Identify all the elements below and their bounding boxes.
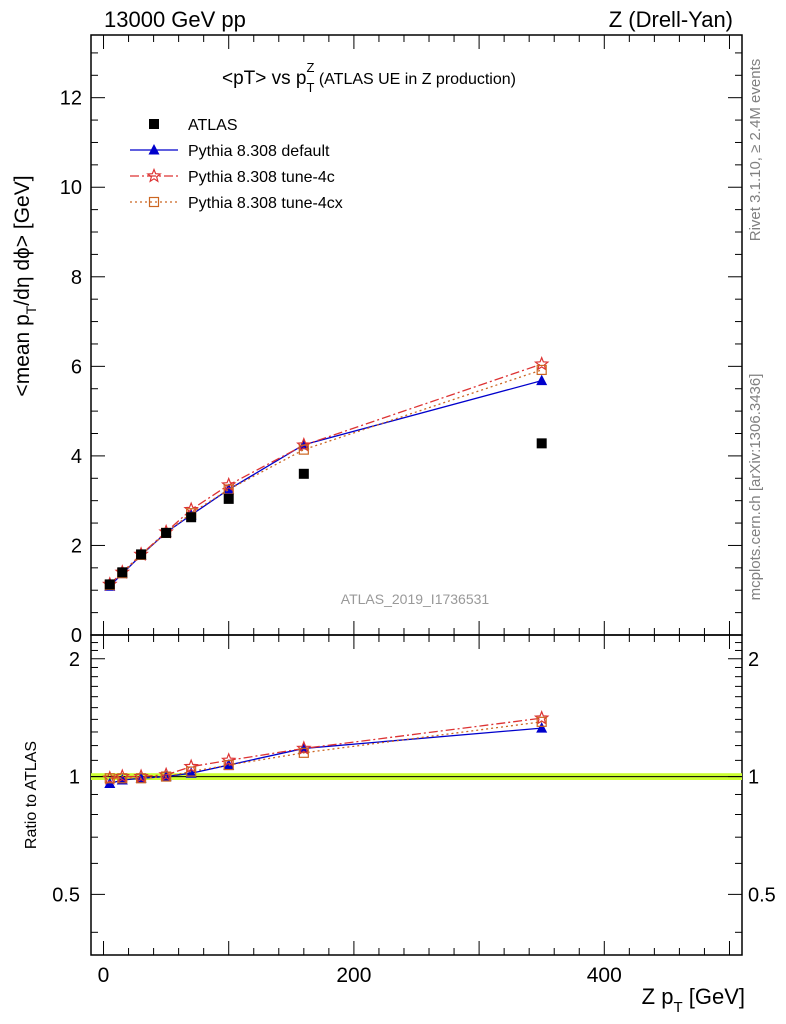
ratio-tick-label-right: 0.5: [748, 884, 776, 906]
plot-title-sup: Z: [306, 60, 314, 75]
y-tick-label: 0: [71, 625, 82, 647]
rivet-label: Rivet 3.1.10, ≥ 2.4M events: [747, 59, 764, 242]
ratio-plot-data: [102, 710, 550, 789]
legend-label-atlas: ATLAS: [188, 117, 238, 134]
plot-title-main: <pT> vs p: [222, 68, 307, 89]
point-atlas: [186, 512, 197, 523]
ratio-plot-frame: [90, 634, 743, 956]
ratio-line-tune4c: [109, 717, 542, 779]
ratio-point-default: [135, 772, 147, 783]
ratio-point-default: [185, 767, 197, 778]
ratio-y-axis-label: Ratio to ATLAS: [23, 741, 40, 849]
ratio-point-tune4cx: [117, 773, 128, 784]
y-tick-label: 4: [71, 446, 82, 468]
ratio-tick-label-left: 2: [69, 649, 80, 671]
y-axis-label-tail: /dη dϕ> [GeV]: [11, 175, 34, 305]
y-tick-label: 10: [60, 177, 82, 199]
point-tune4cx: [298, 444, 309, 455]
ratio-point-tune4cx: [161, 771, 172, 782]
x-tick-label: 400: [587, 964, 622, 987]
ratio-tick-label-right: 1: [748, 767, 759, 789]
x-axis-label-main: Z p: [642, 984, 674, 1009]
legend-marker-tune4c: [146, 167, 162, 183]
ratio-point-default: [223, 759, 235, 770]
mcplots-label: mcplots.cern.ch [arXiv:1306.3436]: [747, 374, 764, 601]
legend-marker-tune4cx: [148, 196, 160, 208]
point-atlas: [136, 549, 147, 560]
ratio-point-default: [536, 722, 548, 733]
point-default: [536, 374, 548, 386]
plot-title: <pT> vs pTZ (ATLAS UE in Z production): [222, 60, 516, 95]
legend: ATLAS Pythia 8.308 default Pythia 8.308 tu…: [130, 117, 343, 212]
point-tune4c: [533, 355, 550, 371]
series-line-tune4c: [109, 363, 542, 585]
ratio-point-tune4c: [220, 752, 237, 767]
legend-marker-default: [148, 144, 160, 155]
header-right: Z (Drell-Yan): [609, 7, 733, 32]
header-left: 13000 GeV pp: [104, 7, 246, 32]
x-tick-label: 0: [98, 964, 110, 987]
y-tick-label: 2: [71, 535, 82, 557]
ratio-line-tune4cx: [109, 721, 542, 779]
point-tune4c: [296, 436, 312, 452]
point-default: [223, 483, 235, 494]
ratio-point-tune4c: [296, 740, 312, 756]
point-atlas: [536, 438, 547, 449]
legend-label-tune4c: Pythia 8.308 tune-4c: [188, 169, 335, 186]
ratio-point-tune4cx: [186, 766, 197, 777]
ratio-point-default: [160, 770, 172, 782]
y-tick-label: 8: [71, 267, 82, 289]
legend-label-default: Pythia 8.308 default: [188, 143, 330, 160]
x-axis-label-sub: T: [673, 999, 682, 1016]
series-line-tune4cx: [109, 369, 542, 586]
ratio-tick-label-right: 2: [748, 649, 759, 671]
x-axis-label: Z pT [GeV]: [642, 984, 745, 1016]
point-atlas: [223, 493, 234, 504]
ratio-point-tune4cx: [104, 773, 115, 784]
legend-label-tune4cx: Pythia 8.308 tune-4cx: [188, 195, 343, 212]
ratio-tick-label-left: 0.5: [52, 884, 80, 906]
ratio-tick-label-left: 1: [69, 767, 80, 789]
y-tick-label: 6: [71, 356, 82, 378]
ratio-point-tune4cx: [135, 773, 147, 784]
ratio-point-tune4cx: [298, 747, 309, 758]
ratio-point-tune4cx: [223, 759, 234, 771]
point-atlas: [117, 567, 128, 578]
plot-title-sub: T: [307, 80, 315, 95]
ratio-point-tune4c: [533, 710, 550, 725]
plot-title-tail: (ATLAS UE in Z production): [314, 71, 516, 88]
x-axis-label-tail: [GeV]: [683, 984, 745, 1009]
point-tune4c: [220, 476, 237, 492]
point-tune4cx: [536, 364, 547, 376]
y-axis-label: <mean pT/dη dϕ> [GeV]: [11, 175, 39, 396]
y-tick-label: 12: [60, 88, 82, 110]
point-atlas: [298, 468, 309, 479]
legend-marker-atlas: [149, 119, 159, 129]
point-atlas: [104, 579, 115, 590]
point-atlas: [161, 527, 172, 538]
main-plot-data: [102, 355, 550, 592]
analysis-label: ATLAS_2019_I1736531: [341, 591, 490, 607]
series-line-default: [109, 380, 542, 587]
ratio-point-tune4cx: [536, 716, 547, 727]
y-axis-label-prefix: <mean p: [11, 314, 34, 396]
y-axis-label-sub: T: [23, 305, 39, 314]
ratio-point-tune4c: [183, 758, 199, 774]
x-tick-label: 200: [336, 964, 371, 987]
